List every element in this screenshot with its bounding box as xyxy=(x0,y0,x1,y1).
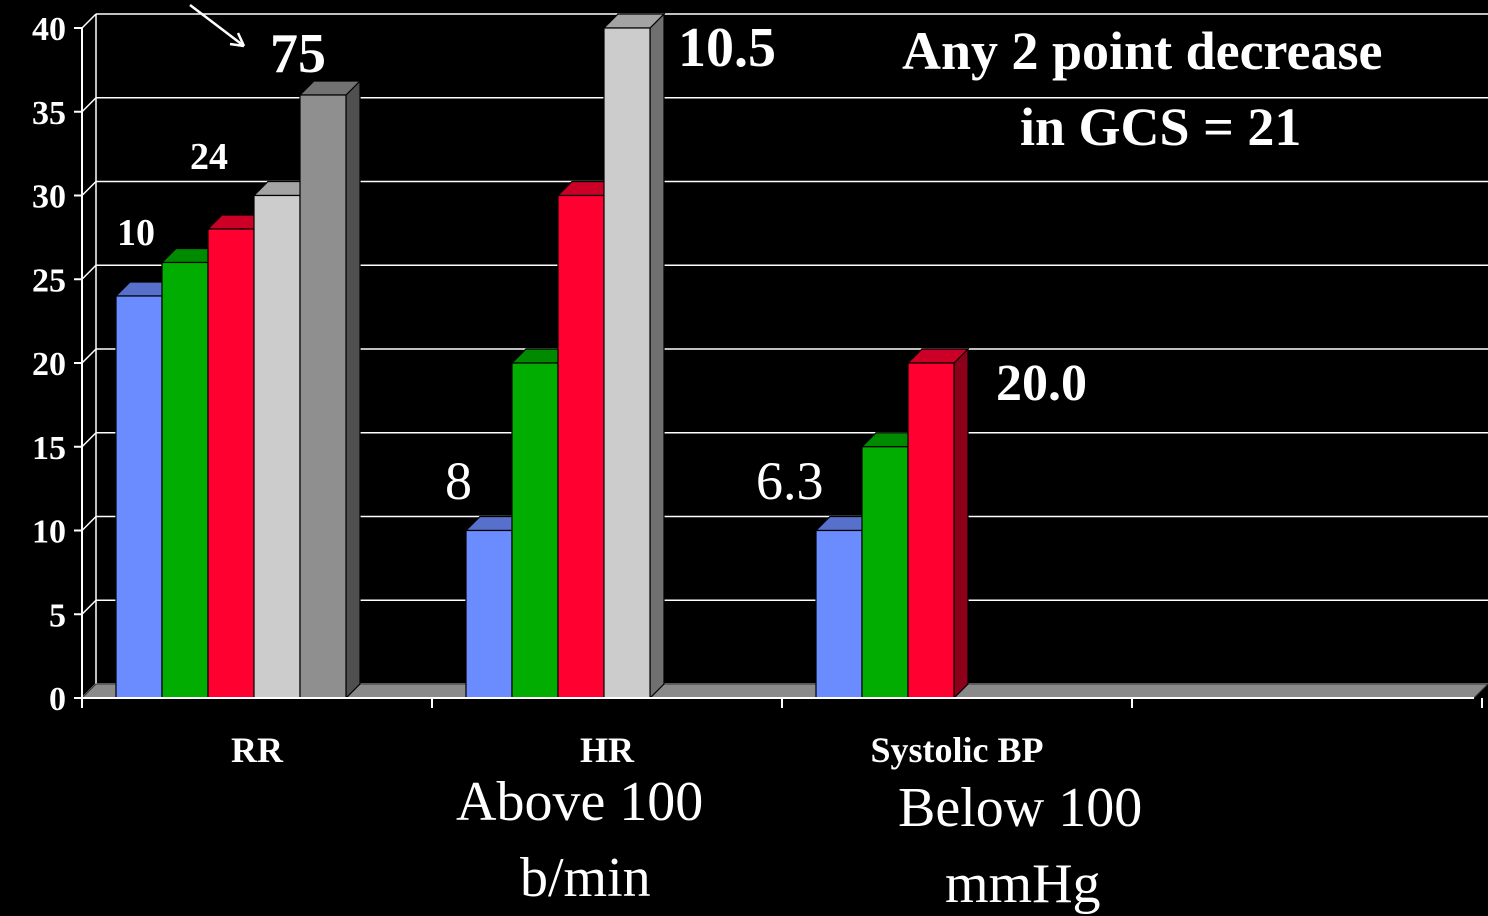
bar xyxy=(906,347,970,700)
bar xyxy=(602,12,666,700)
x-category-label: HR xyxy=(580,730,635,770)
grid-wall-line xyxy=(81,264,97,280)
x-category-label: RR xyxy=(231,730,284,770)
y-tick-label: 10 xyxy=(32,514,66,551)
grid-wall-line xyxy=(81,515,97,532)
grid-wall-line xyxy=(81,13,97,29)
bp-label-6-3: 6.3 xyxy=(756,451,824,511)
rr-label-10: 10 xyxy=(117,212,155,254)
gcs-note-line2: in GCS = 21 xyxy=(1020,97,1302,157)
y-tick-label: 30 xyxy=(32,179,66,216)
hr-label-8: 8 xyxy=(445,451,472,511)
hr-label-10-5: 10.5 xyxy=(678,17,776,79)
hr-note-line1: Above 100 xyxy=(456,771,704,833)
y-tick-label: 15 xyxy=(32,430,66,467)
bp-label-20: 20.0 xyxy=(996,355,1087,412)
y-tick-label: 5 xyxy=(49,597,66,634)
y-tick-label: 25 xyxy=(32,262,66,299)
annotation-arrow xyxy=(189,4,246,48)
grid-wall-line xyxy=(81,180,97,197)
axis-layer: 0 5 10 15 20 25 30 35 40 RR HR Systolic BP xyxy=(32,11,1483,770)
gcs-note-line1: Any 2 point decrease xyxy=(902,21,1383,81)
bar-layer xyxy=(114,12,970,700)
rr-label-24: 24 xyxy=(190,136,228,178)
grid-wall-line xyxy=(81,348,97,364)
y-tick-label: 40 xyxy=(32,11,66,48)
rr-label-75: 75 xyxy=(270,23,326,85)
x-category-label: Systolic BP xyxy=(870,730,1043,770)
grid-wall-line xyxy=(81,599,97,615)
y-tick-label: 20 xyxy=(32,346,66,383)
grid-wall-line xyxy=(81,97,97,113)
grid-wall-line xyxy=(81,432,97,448)
hr-note-line2: b/min xyxy=(520,847,651,909)
bp-note-line1: Below 100 xyxy=(898,777,1143,839)
bp-note-line2: mmHg xyxy=(945,853,1101,915)
bar xyxy=(298,79,362,700)
y-tick-label: 0 xyxy=(49,681,66,718)
y-tick-label: 35 xyxy=(32,95,66,132)
